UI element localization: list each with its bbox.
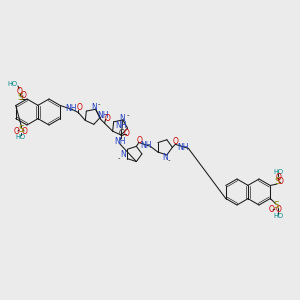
Text: O: O	[22, 127, 28, 136]
Text: O: O	[276, 206, 282, 214]
Text: S: S	[273, 202, 279, 211]
Text: O: O	[124, 129, 130, 138]
Text: N: N	[163, 153, 168, 162]
Text: -: -	[126, 112, 129, 118]
Text: N: N	[92, 103, 97, 112]
Text: HO: HO	[7, 81, 17, 87]
Text: HO: HO	[15, 134, 25, 140]
Text: NH: NH	[141, 141, 152, 150]
Text: N: N	[120, 114, 125, 123]
Text: NH: NH	[114, 137, 126, 146]
Text: S: S	[17, 92, 23, 101]
Text: NH: NH	[98, 111, 109, 120]
Text: HO: HO	[273, 169, 283, 175]
Text: O: O	[269, 206, 275, 214]
Text: -: -	[98, 101, 101, 107]
Text: O: O	[278, 178, 284, 187]
Text: HO: HO	[273, 213, 283, 219]
Text: N: N	[120, 150, 126, 159]
Text: -: -	[118, 155, 120, 161]
Text: O: O	[105, 114, 110, 123]
Text: C: C	[118, 129, 124, 138]
Text: O: O	[14, 127, 20, 136]
Text: O: O	[76, 103, 82, 112]
Text: -: -	[168, 157, 171, 163]
Text: S: S	[274, 178, 280, 187]
Text: NH: NH	[65, 104, 77, 113]
Text: O: O	[172, 137, 178, 146]
Text: O: O	[276, 173, 282, 182]
Text: NH: NH	[115, 122, 127, 130]
Text: NH: NH	[178, 143, 189, 152]
Text: O: O	[17, 86, 23, 95]
Text: S: S	[18, 124, 24, 134]
Text: O: O	[136, 136, 142, 145]
Text: O: O	[21, 91, 27, 100]
